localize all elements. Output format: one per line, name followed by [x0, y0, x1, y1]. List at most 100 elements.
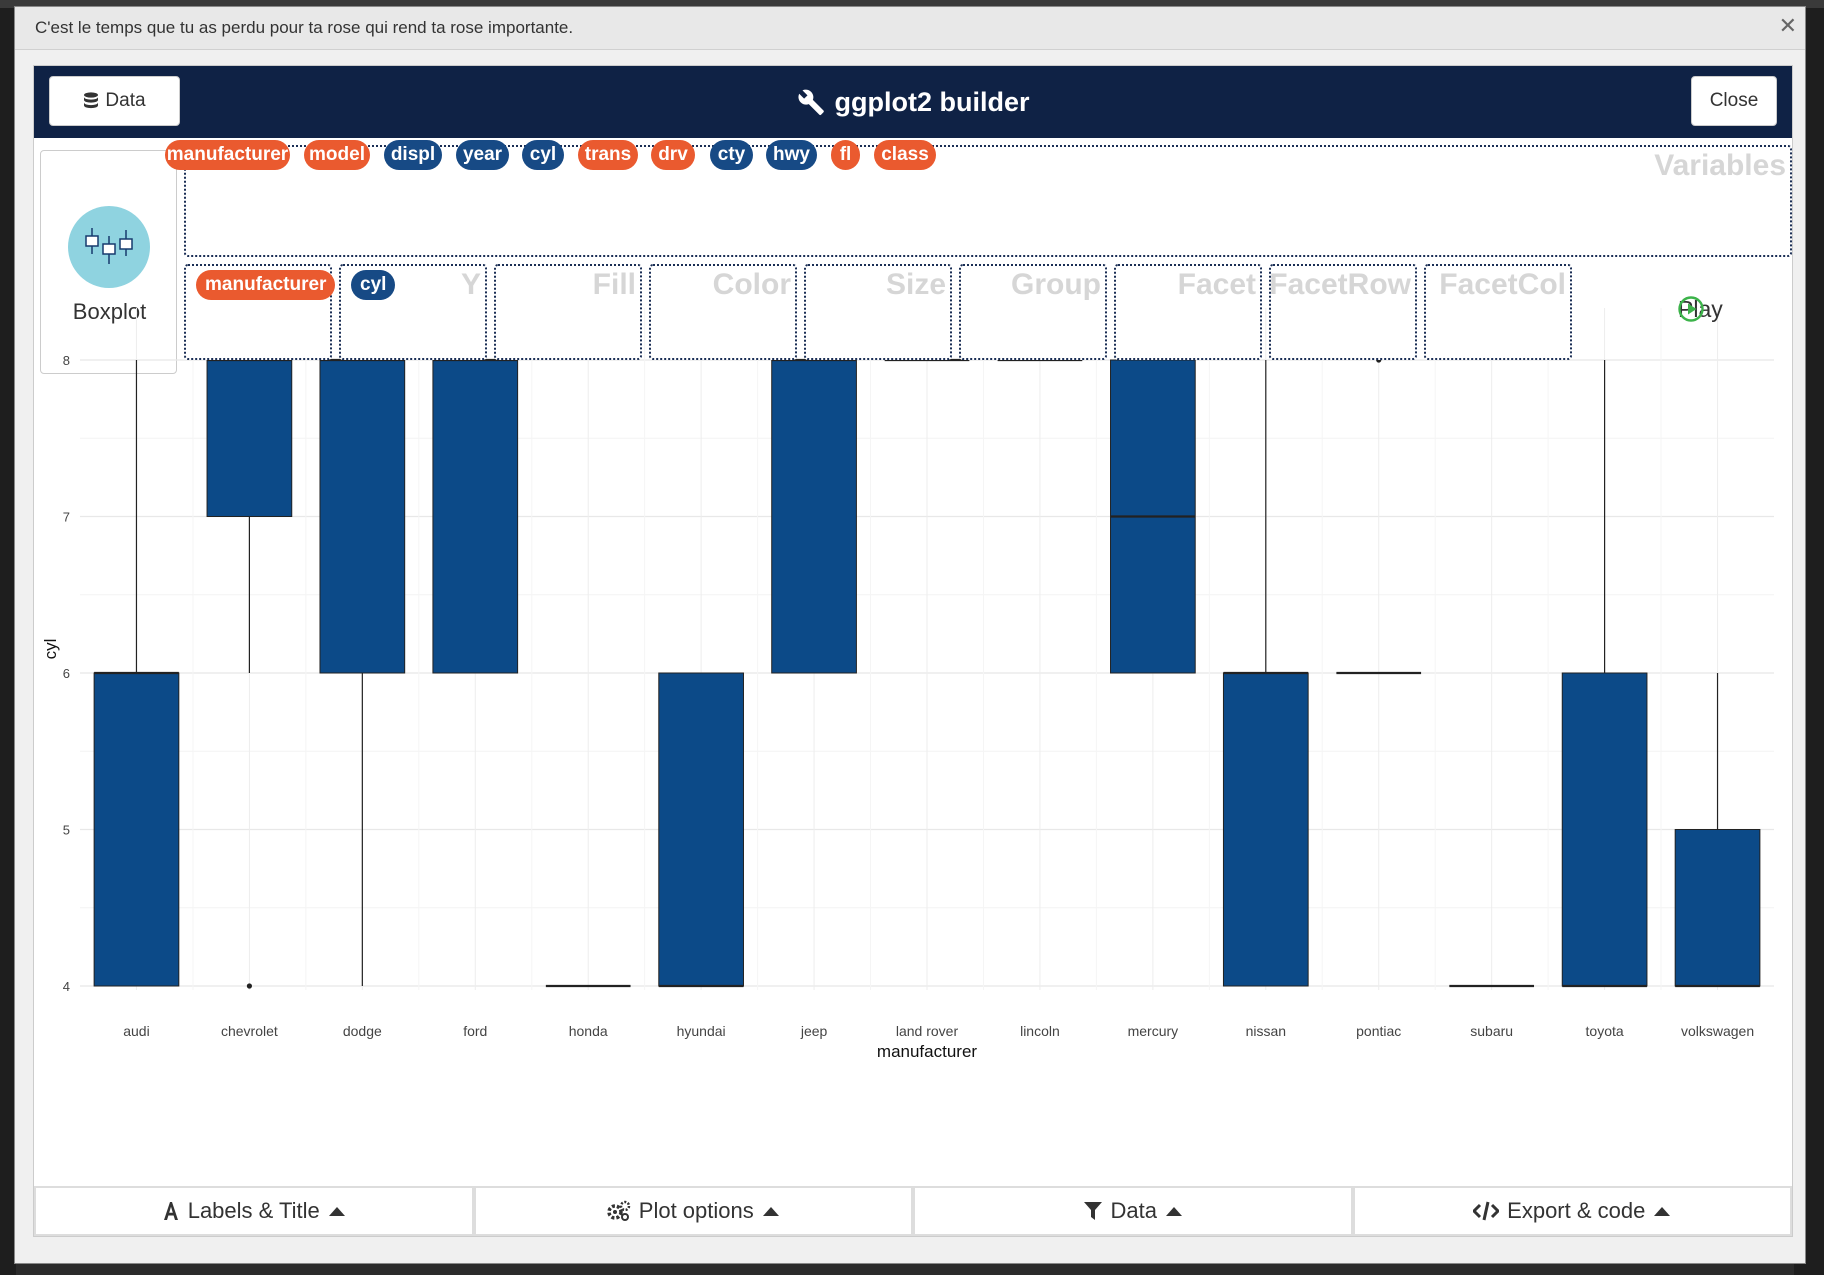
variables-zone-label: Variables	[1654, 149, 1786, 182]
tab-plot-options[interactable]: Plot options	[473, 1186, 913, 1236]
caret-up-icon	[328, 1207, 345, 1216]
aes-zone-label: Facet	[1177, 268, 1256, 301]
tab-export-code[interactable]: Export & code	[1352, 1186, 1792, 1236]
x-tick-label: nissan	[1246, 1023, 1286, 1039]
tab-labels-title[interactable]: Labels & Title	[34, 1186, 474, 1236]
window-title: C'est le temps que tu as perdu pour ta r…	[35, 18, 574, 37]
variable-badge-drv[interactable]: drv	[651, 140, 695, 170]
variable-badge-fl[interactable]: fl	[831, 140, 860, 170]
aes-dropzone-facetcol[interactable]: FacetCol	[1424, 264, 1572, 360]
variable-badge-year[interactable]: year	[456, 140, 509, 170]
x-axis-title: manufacturer	[877, 1042, 977, 1061]
window-titlebar: C'est le temps que tu as perdu pour ta r…	[15, 7, 1805, 50]
y-tick-label: 5	[63, 823, 70, 838]
code-icon	[1473, 1201, 1500, 1221]
x-tick-label: toyota	[1586, 1023, 1624, 1039]
variable-badge-manufacturer[interactable]: manufacturer	[165, 140, 290, 170]
box-body	[432, 359, 519, 674]
box-outlier	[246, 983, 252, 989]
play-button[interactable]: Play	[1678, 296, 1723, 323]
box-body	[1222, 672, 1309, 987]
caret-up-icon	[1654, 1207, 1671, 1216]
boxplot-chart: 4 5 6 7 8 audi chevrolet dodge ford honda hyundai j…	[41, 308, 1774, 1061]
geom-label: Boxplot	[72, 299, 147, 324]
variable-badge-hwy[interactable]: hwy	[766, 140, 817, 170]
box-body	[1561, 672, 1648, 987]
window-close-icon[interactable]: ✕	[1778, 13, 1797, 38]
aes-dropzone-group[interactable]: Group	[959, 264, 1107, 360]
tab-data-label: Data	[1110, 1198, 1157, 1223]
y-tick-label: 7	[63, 510, 70, 525]
aes-zone-label: FacetRow	[1269, 268, 1411, 301]
variable-badge-cyl[interactable]: cyl	[522, 140, 564, 170]
data-button[interactable]: Data	[49, 76, 180, 126]
font-icon	[163, 1202, 178, 1220]
background-desktop-top	[0, 0, 1824, 8]
aes-zone-label: Group	[1011, 268, 1101, 301]
x-tick-label: audi	[123, 1023, 149, 1039]
x-tick-label: jeep	[800, 1023, 828, 1039]
plot-area: 4 5 6 7 8 audi chevrolet dodge ford honda hyundai j…	[34, 296, 1792, 1066]
y-axis-title: cyl	[41, 639, 60, 660]
ggplot2-builder-dialog: ggplot2 builder Data Close	[33, 65, 1793, 1237]
x-tick-label: dodge	[343, 1023, 382, 1039]
wrench-icon	[797, 89, 824, 116]
tab-labels-title-label: Labels & Title	[187, 1198, 320, 1223]
variable-badge-trans[interactable]: trans	[578, 140, 638, 170]
aes-dropzone-color[interactable]: Color	[649, 264, 797, 360]
aes-dropzone-facet[interactable]: Facet	[1114, 264, 1262, 360]
aes-zone-label: Color	[712, 268, 791, 301]
variables-dropzone[interactable]: Variables	[184, 145, 1792, 257]
box-body	[319, 359, 406, 674]
box-body	[658, 672, 744, 987]
box-body	[771, 359, 857, 674]
tab-export-code-label: Export & code	[1507, 1198, 1646, 1223]
x-tick-label: land rover	[896, 1023, 959, 1039]
x-tick-label: mercury	[1128, 1023, 1179, 1039]
x-tick-label: ford	[463, 1023, 487, 1039]
aes-zone-label: FacetCol	[1439, 268, 1566, 301]
aes-zone-label: Y	[460, 268, 481, 301]
gears-icon	[607, 1200, 631, 1221]
y-tick-label: 4	[63, 979, 70, 994]
aes-dropzone-size[interactable]: Size	[804, 264, 952, 360]
x-tick-label: subaru	[1470, 1023, 1513, 1039]
dialog-title: ggplot2 builder	[34, 66, 1792, 138]
close-button[interactable]: Close	[1691, 76, 1777, 126]
x-tick-label: honda	[569, 1023, 608, 1039]
play-label: Play	[1678, 296, 1723, 322]
x-tick-label: lincoln	[1020, 1023, 1060, 1039]
boxplot-icon	[68, 206, 150, 288]
filter-icon	[1083, 1202, 1102, 1220]
x-tick-label: pontiac	[1356, 1023, 1401, 1039]
box-body	[1674, 829, 1761, 987]
variable-badge-displ[interactable]: displ	[384, 140, 442, 170]
box-body	[206, 359, 293, 517]
caret-up-icon	[762, 1207, 779, 1216]
aes-zone-label: Fill	[592, 268, 636, 301]
y-tick-label: 8	[63, 353, 70, 368]
aes-badge-cyl[interactable]: cyl	[351, 270, 396, 300]
tab-data[interactable]: Data	[913, 1186, 1353, 1236]
play-circle-icon	[1678, 296, 1704, 322]
aes-dropzone-facetrow[interactable]: FacetRow	[1269, 264, 1417, 360]
background-desktop-left	[0, 0, 16, 1275]
aes-dropzone-fill[interactable]: Fill	[494, 264, 642, 360]
variable-badge-model[interactable]: model	[304, 140, 370, 170]
geom-selector[interactable]: Boxplot	[40, 150, 177, 374]
x-tick-label: hyundai	[677, 1023, 726, 1039]
x-tick-label: chevrolet	[221, 1023, 278, 1039]
aes-dropzone-x[interactable]: Xmanufacturer	[184, 264, 336, 360]
variable-badge-class[interactable]: class	[874, 140, 936, 170]
x-tick-label: volkswagen	[1681, 1023, 1754, 1039]
y-tick-label: 6	[63, 666, 70, 681]
aes-badge-manufacturer[interactable]: manufacturer	[196, 270, 336, 300]
database-icon	[84, 92, 99, 109]
dialog-title-text: ggplot2 builder	[834, 86, 1030, 117]
box-body	[93, 672, 180, 987]
data-button-label: Data	[105, 90, 146, 111]
variable-badge-cty[interactable]: cty	[710, 140, 753, 170]
aes-zone-label: Size	[885, 268, 946, 301]
app-window: C'est le temps que tu as perdu pour ta r…	[14, 6, 1806, 1264]
